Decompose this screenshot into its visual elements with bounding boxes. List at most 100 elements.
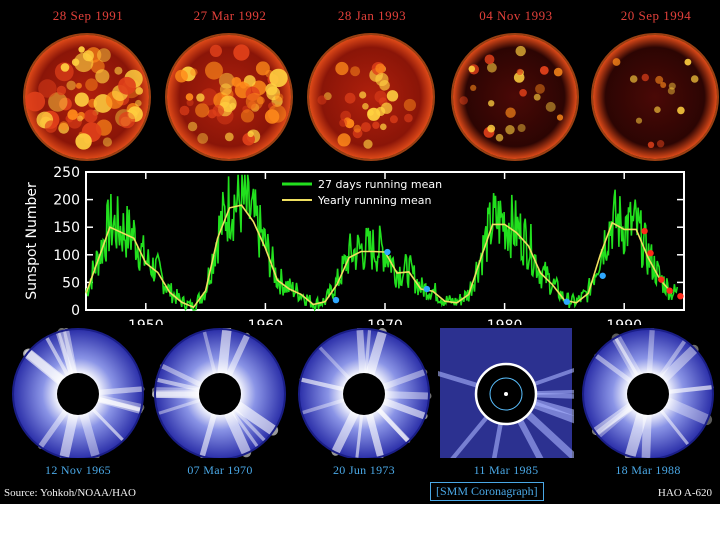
active-region-blob — [339, 118, 348, 127]
xray-date-5: 20 Sep 1994 — [620, 8, 692, 23]
coronal-streamer — [79, 410, 100, 458]
active-region-blob — [535, 84, 545, 94]
coronal-streamer — [366, 411, 384, 458]
sun-disk — [593, 35, 717, 159]
xray-date-3: 28 Jan 1993 — [337, 8, 407, 23]
occulter-disk — [343, 373, 385, 415]
xray-epoch-marker — [666, 287, 673, 294]
x-tick-label: 1960 — [248, 318, 284, 325]
field-edge — [298, 328, 430, 458]
coronal-streamer — [155, 377, 201, 392]
active-region-blob — [468, 65, 476, 73]
field-edge — [582, 328, 714, 458]
xray-epoch-marker — [647, 249, 654, 257]
active-region-blob — [187, 121, 198, 132]
active-region-blob — [240, 109, 255, 123]
active-region-blob — [77, 115, 83, 122]
active-region-blob — [353, 124, 362, 133]
xray-sun-image-2 — [165, 33, 293, 161]
xray-date-4: 04 Nov 1993 — [479, 8, 553, 23]
active-region-blob — [337, 133, 351, 147]
active-region-blob — [118, 76, 136, 95]
active-region-blob — [553, 67, 563, 77]
active-region-blob — [654, 106, 661, 113]
active-region-blob — [67, 109, 78, 120]
active-region-blob — [220, 95, 237, 113]
active-region-blob — [350, 66, 361, 77]
coronagraph-epoch-marker — [332, 296, 340, 304]
active-region-blob — [205, 61, 223, 80]
sun-center — [504, 392, 508, 396]
active-region-blob — [255, 61, 270, 76]
active-region-blob — [516, 68, 523, 76]
x-tick-label: 1990 — [606, 318, 642, 325]
active-region-blob — [75, 133, 92, 150]
active-region-blob — [363, 139, 373, 149]
coronal-streamer — [95, 394, 145, 412]
active-region-blob — [389, 115, 398, 124]
xray-sun-image-5 — [591, 33, 719, 161]
coronal-streamer — [23, 348, 67, 386]
active-region-blob — [635, 117, 643, 124]
coronagraph-image-3 — [298, 328, 432, 458]
coronal-streamer — [365, 328, 387, 378]
active-region-blob — [488, 100, 495, 107]
xray-date-1: 28 Sep 1991 — [52, 8, 124, 23]
coronagraph-epoch-marker — [423, 285, 431, 293]
coronal-streamer — [662, 397, 713, 426]
coronal-streamer — [364, 328, 372, 374]
coronagraph-image-5 — [582, 328, 714, 458]
coronal-streamer — [300, 398, 345, 415]
coronagraph-image-4 — [438, 328, 574, 458]
monthly-mean-line — [85, 174, 679, 312]
active-region-blob — [266, 86, 281, 101]
active-region-blob — [375, 72, 389, 86]
active-region-blob — [513, 72, 525, 83]
active-region-blob — [612, 58, 621, 66]
y-tick-label: 250 — [53, 165, 80, 181]
smm-coronagraph-label: [SMM Coronagraph] — [430, 482, 544, 501]
coronal-streamer — [152, 387, 204, 399]
active-region-blob — [323, 92, 332, 101]
coronal-streamer — [611, 333, 643, 380]
active-region-blob — [264, 109, 280, 124]
active-region-blob — [660, 82, 667, 88]
active-region-blob — [484, 54, 495, 65]
active-region-blob — [102, 137, 112, 147]
coronal-streamer — [226, 332, 250, 378]
active-region-blob — [75, 82, 82, 89]
active-region-blob — [545, 101, 556, 112]
active-region-blob — [533, 93, 541, 101]
occulter-disk — [57, 373, 99, 415]
active-region-blob — [269, 68, 288, 88]
active-region-blob — [135, 99, 142, 107]
active-region-blob — [114, 66, 123, 75]
coronal-streamer — [97, 386, 145, 396]
active-region-blob — [190, 68, 198, 76]
active-region-blob — [519, 89, 527, 97]
occulter-disk — [199, 373, 241, 415]
active-region-blob — [212, 104, 225, 117]
sun-limb — [307, 33, 435, 161]
active-region-blob — [515, 45, 526, 57]
active-region-blob — [66, 80, 76, 91]
active-region-blob — [185, 93, 194, 101]
coronal-streamer — [624, 409, 648, 458]
sun-outline — [489, 377, 523, 411]
active-region-blob — [44, 120, 58, 133]
coronal-streamer — [660, 409, 690, 446]
active-region-blob — [359, 91, 367, 99]
x-tick-label: 1980 — [487, 318, 523, 325]
coronal-streamer — [641, 411, 652, 458]
active-region-blob — [360, 122, 371, 133]
coronal-streamer — [376, 407, 411, 443]
plot-frame — [85, 171, 685, 311]
figure-reference: HAO A-620 — [657, 487, 712, 499]
active-region-blob — [60, 63, 70, 72]
coronal-streamer — [667, 385, 714, 394]
sun-limb — [451, 33, 579, 161]
active-region-blob — [386, 90, 399, 102]
x-tick-label: 1970 — [367, 318, 403, 325]
sunspot-chart: 0 50 100 150 200 250 1950 1960 1970 1980 1990 Sun… — [24, 165, 685, 325]
active-region-blob — [247, 130, 254, 138]
